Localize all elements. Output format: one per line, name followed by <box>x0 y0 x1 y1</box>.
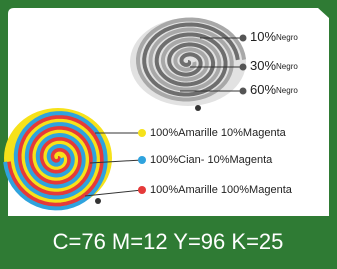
ink: Negro <box>276 86 298 95</box>
label: 100%Amarille 100%Magenta <box>150 184 293 196</box>
label: 100%Amarille 10%Magenta <box>150 127 287 139</box>
dot <box>240 88 247 95</box>
ink: Negro <box>276 33 298 42</box>
dot <box>240 64 247 71</box>
dot <box>138 129 146 137</box>
registered-mark <box>195 105 201 111</box>
dot <box>138 156 146 164</box>
amount: 60% <box>250 82 276 97</box>
footer: C=76 M=12 Y=96 K=25 <box>53 229 284 254</box>
ink: Negro <box>276 62 298 71</box>
amount: 10% <box>250 29 276 44</box>
page: 10%Negro30%Negro60%Negro 100%Amarille 10… <box>0 0 337 269</box>
label: 100%Cian- 10%Magenta <box>150 154 273 166</box>
dot <box>240 35 247 42</box>
registered-mark <box>95 198 101 204</box>
amount: 30% <box>250 58 276 73</box>
dot <box>138 186 146 194</box>
